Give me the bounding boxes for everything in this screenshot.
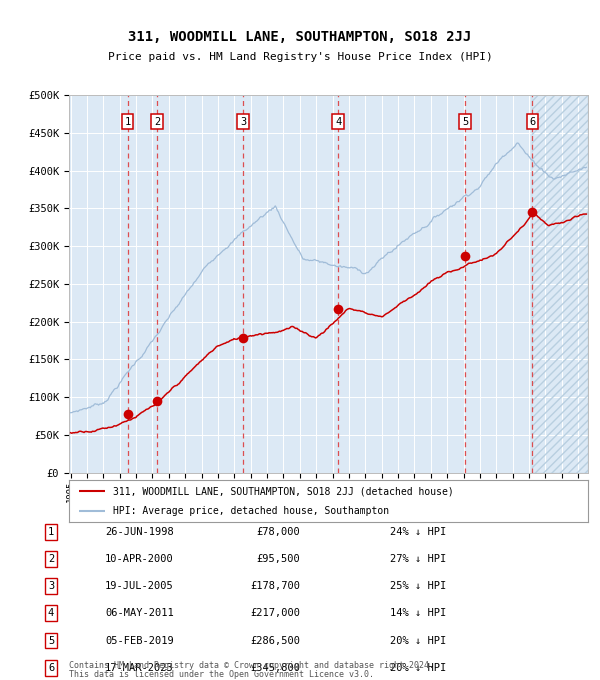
Text: 20% ↓ HPI: 20% ↓ HPI [390,636,446,645]
Text: 3: 3 [48,581,54,591]
Text: 27% ↓ HPI: 27% ↓ HPI [390,554,446,564]
Text: £217,000: £217,000 [250,609,300,618]
Text: 19-JUL-2005: 19-JUL-2005 [105,581,174,591]
Text: 17-MAR-2023: 17-MAR-2023 [105,663,174,673]
Text: 10-APR-2000: 10-APR-2000 [105,554,174,564]
Text: 06-MAY-2011: 06-MAY-2011 [105,609,174,618]
Text: 05-FEB-2019: 05-FEB-2019 [105,636,174,645]
Text: £95,500: £95,500 [256,554,300,564]
Text: 2: 2 [48,554,54,564]
Text: 311, WOODMILL LANE, SOUTHAMPTON, SO18 2JJ (detached house): 311, WOODMILL LANE, SOUTHAMPTON, SO18 2J… [113,486,454,496]
Text: HPI: Average price, detached house, Southampton: HPI: Average price, detached house, Sout… [113,507,389,516]
Text: 2: 2 [154,116,160,126]
Text: 6: 6 [48,663,54,673]
Text: 5: 5 [48,636,54,645]
Text: 1: 1 [124,116,131,126]
Text: £345,800: £345,800 [250,663,300,673]
Text: 25% ↓ HPI: 25% ↓ HPI [390,581,446,591]
Text: £286,500: £286,500 [250,636,300,645]
Text: 6: 6 [529,116,536,126]
Text: 26-JUN-1998: 26-JUN-1998 [105,527,174,537]
Text: 1: 1 [48,527,54,537]
Text: 5: 5 [462,116,468,126]
Text: 4: 4 [335,116,341,126]
Text: Contains HM Land Registry data © Crown copyright and database right 2024.: Contains HM Land Registry data © Crown c… [69,660,434,670]
Text: Price paid vs. HM Land Registry's House Price Index (HPI): Price paid vs. HM Land Registry's House … [107,52,493,62]
Text: 14% ↓ HPI: 14% ↓ HPI [390,609,446,618]
Text: £178,700: £178,700 [250,581,300,591]
Text: 20% ↓ HPI: 20% ↓ HPI [390,663,446,673]
Text: This data is licensed under the Open Government Licence v3.0.: This data is licensed under the Open Gov… [69,670,374,679]
Text: 4: 4 [48,609,54,618]
Text: 311, WOODMILL LANE, SOUTHAMPTON, SO18 2JJ: 311, WOODMILL LANE, SOUTHAMPTON, SO18 2J… [128,31,472,44]
Text: 3: 3 [240,116,247,126]
Text: £78,000: £78,000 [256,527,300,537]
Text: 24% ↓ HPI: 24% ↓ HPI [390,527,446,537]
